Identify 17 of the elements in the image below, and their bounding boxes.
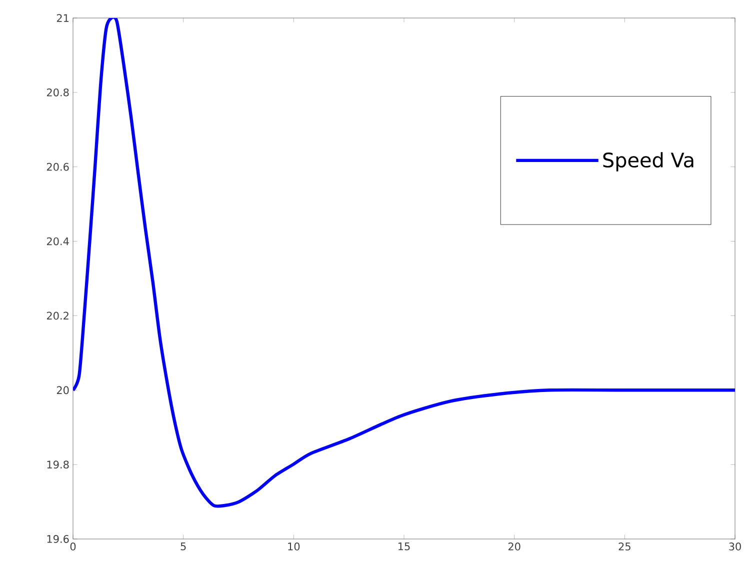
y-tick-label: 19.8: [47, 460, 69, 469]
legend-label: Speed Va: [603, 152, 694, 172]
x-tick-label: 30: [729, 542, 741, 550]
y-tick-label: 20: [56, 386, 69, 394]
y-tick-label: 19.6: [47, 535, 69, 543]
x-tick-label: 10: [288, 542, 300, 550]
line-series: [73, 18, 736, 508]
y-tick-label: 20.2: [46, 312, 68, 320]
y-tick-label: 20.6: [46, 162, 69, 171]
x-tick-label: 20: [508, 542, 520, 550]
x-tick-label: 15: [398, 542, 410, 550]
x-tick-label: 0: [70, 542, 76, 550]
x-tick-label: 25: [618, 542, 630, 550]
y-tick-label: 20.8: [46, 88, 69, 96]
x-tick-label: 5: [180, 542, 186, 550]
y-tick-label: 21: [56, 14, 69, 22]
y-tick-label: 20.4: [46, 237, 69, 246]
